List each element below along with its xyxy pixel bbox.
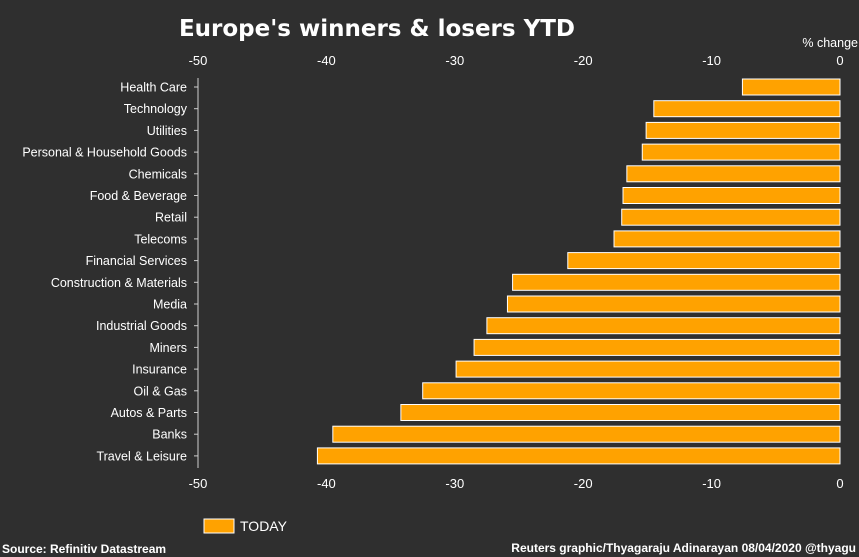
bars — [316, 78, 841, 465]
category-label: Insurance — [132, 363, 187, 377]
category-label: Autos & Parts — [111, 406, 187, 420]
category-label: Banks — [152, 428, 187, 442]
category-label: Oil & Gas — [134, 384, 188, 398]
category-label: Utilities — [147, 124, 187, 138]
bottom-tick-label: -30 — [445, 476, 464, 491]
bar — [455, 360, 841, 378]
category-label: Industrial Goods — [96, 319, 187, 333]
category-label: Retail — [155, 211, 187, 225]
legend: TODAY — [203, 518, 288, 534]
top-tick-label: -50 — [189, 53, 208, 68]
bottom-tick-label: -50 — [189, 476, 208, 491]
bar — [741, 78, 841, 96]
top-tick-label: 0 — [836, 53, 843, 68]
bar — [486, 317, 841, 335]
category-label: Technology — [124, 102, 188, 116]
bar — [400, 404, 841, 421]
category-label: Food & Beverage — [90, 189, 187, 203]
bottom-tick-label: -20 — [574, 476, 593, 491]
source-note: Source: Refinitiv Datastream — [2, 542, 166, 556]
top-tick-label: -30 — [445, 53, 464, 68]
legend-swatch — [203, 518, 235, 534]
bar — [316, 447, 841, 465]
bar — [332, 425, 841, 443]
bottom-tick-label: -40 — [317, 476, 336, 491]
bar — [506, 295, 841, 313]
category-label: Chemicals — [129, 167, 187, 181]
bar — [645, 121, 841, 139]
top-tick-label: -10 — [702, 53, 721, 68]
chart-title: Europe's winners & losers YTD — [179, 16, 575, 42]
top-axis: -50 -40 -30 -20 -10 0 — [189, 53, 844, 68]
bar — [622, 187, 841, 204]
legend-label: TODAY — [240, 518, 288, 534]
bottom-axis: -50 -40 -30 -20 -10 0 — [189, 476, 844, 491]
category-label: Financial Services — [86, 254, 187, 268]
category-labels: Health Care Technology Utilities Personal &… — [22, 81, 198, 463]
top-tick-label: -20 — [574, 53, 593, 68]
bar — [422, 382, 841, 400]
bar — [621, 208, 841, 226]
top-tick-label: -40 — [317, 53, 336, 68]
bottom-tick-label: 0 — [836, 476, 843, 491]
category-label: Media — [153, 298, 187, 312]
bar — [626, 165, 841, 183]
category-label: Travel & Leisure — [96, 449, 187, 463]
category-label: Construction & Materials — [51, 276, 187, 290]
category-label: Health Care — [120, 81, 187, 95]
bar — [653, 100, 841, 118]
category-label: Telecoms — [134, 232, 187, 246]
credit-note: Reuters graphic/Thyagaraju Adinarayan 08… — [511, 541, 856, 555]
bar — [613, 230, 841, 248]
bar — [641, 143, 841, 161]
unit-label: % change — [802, 36, 858, 50]
bottom-tick-label: -10 — [702, 476, 721, 491]
category-label: Personal & Household Goods — [22, 146, 187, 160]
bar — [567, 252, 841, 270]
category-label: Miners — [149, 341, 187, 355]
bar — [512, 273, 841, 291]
bar — [473, 338, 841, 356]
